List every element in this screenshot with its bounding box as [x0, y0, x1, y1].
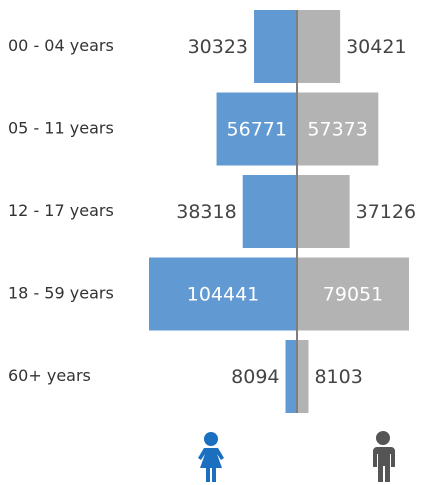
male-icon — [373, 431, 395, 482]
bar — [297, 340, 309, 413]
category-label: 12 - 17 years — [8, 201, 114, 220]
bar — [297, 10, 341, 83]
value-label: 37126 — [356, 201, 416, 223]
bar — [297, 92, 379, 166]
value-label: 30421 — [346, 36, 406, 58]
female-icon — [198, 432, 224, 482]
value-label: 38318 — [176, 201, 236, 223]
category-label: 18 - 59 years — [8, 284, 114, 303]
value-label: 79051 — [323, 284, 383, 306]
category-label: 05 - 11 years — [8, 119, 114, 138]
legend-icons — [198, 431, 395, 482]
value-label: 56771 — [227, 119, 287, 141]
bar — [216, 92, 297, 166]
value-label: 30323 — [188, 36, 248, 58]
bar — [149, 257, 297, 331]
bar — [297, 175, 350, 248]
category-label: 60+ years — [8, 366, 91, 385]
category-label: 00 - 04 years — [8, 36, 114, 55]
bar — [285, 340, 297, 413]
bar — [242, 175, 297, 248]
value-label: 8094 — [231, 366, 279, 388]
value-label: 104441 — [187, 284, 260, 306]
value-label: 8103 — [314, 366, 362, 388]
bar — [297, 257, 410, 331]
bar — [254, 10, 297, 83]
value-label: 57373 — [307, 119, 367, 141]
